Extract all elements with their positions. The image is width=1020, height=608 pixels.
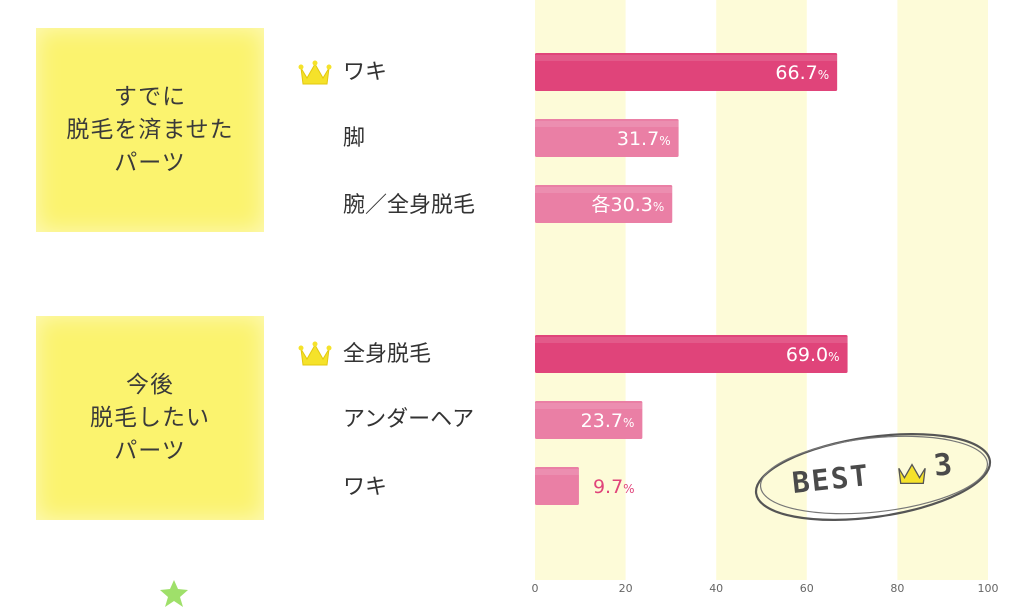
group-label-future: 今後 脱毛したい パーツ bbox=[90, 371, 210, 464]
bar bbox=[535, 119, 679, 157]
crown-icon bbox=[298, 60, 332, 85]
x-tick-label: 60 bbox=[800, 582, 814, 595]
bar-highlight bbox=[535, 337, 848, 343]
group-label-done: すでに 脱毛を済ませた パーツ bbox=[66, 83, 234, 176]
bar-value-label: 69.0% bbox=[786, 344, 840, 366]
group-box-future: 今後 脱毛したい パーツ bbox=[36, 316, 264, 520]
category-label: 全身脱毛 bbox=[343, 342, 432, 367]
bar-value-label: 23.7% bbox=[581, 410, 635, 432]
bar bbox=[535, 185, 673, 223]
star-icon bbox=[160, 580, 188, 607]
bar-value-label: 31.7% bbox=[617, 128, 671, 150]
bar-highlight bbox=[535, 469, 579, 475]
best-badge-outline bbox=[754, 433, 992, 521]
bar-highlight bbox=[535, 187, 673, 193]
group-box-done: すでに 脱毛を済ませた パーツ bbox=[36, 28, 264, 232]
bar bbox=[535, 467, 579, 505]
category-label: アンダーヘア bbox=[343, 407, 475, 432]
bar-value-label: 各30.3% bbox=[592, 194, 665, 216]
grid-band bbox=[716, 0, 807, 580]
crown-icon bbox=[898, 463, 926, 485]
bar bbox=[535, 53, 838, 91]
x-tick-label: 100 bbox=[978, 582, 999, 595]
bar-value-label: 9.7% bbox=[593, 476, 635, 498]
bar-value-label: 66.7% bbox=[775, 62, 829, 84]
bar bbox=[535, 401, 643, 439]
category-label: 脚 bbox=[343, 126, 366, 151]
x-tick-label: 40 bbox=[709, 582, 723, 595]
category-label: ワキ bbox=[343, 475, 388, 500]
bar bbox=[535, 335, 848, 373]
bar-highlight bbox=[535, 121, 679, 127]
category-label: ワキ bbox=[343, 60, 388, 85]
bar-highlight bbox=[535, 55, 838, 61]
x-tick-label: 80 bbox=[890, 582, 904, 595]
category-label: 腕／全身脱毛 bbox=[343, 193, 476, 218]
bar-highlight bbox=[535, 403, 643, 409]
x-tick-label: 20 bbox=[619, 582, 633, 595]
best-badge-number: 3 bbox=[932, 447, 954, 484]
crown-icon bbox=[298, 341, 332, 366]
x-tick-label: 0 bbox=[532, 582, 539, 595]
